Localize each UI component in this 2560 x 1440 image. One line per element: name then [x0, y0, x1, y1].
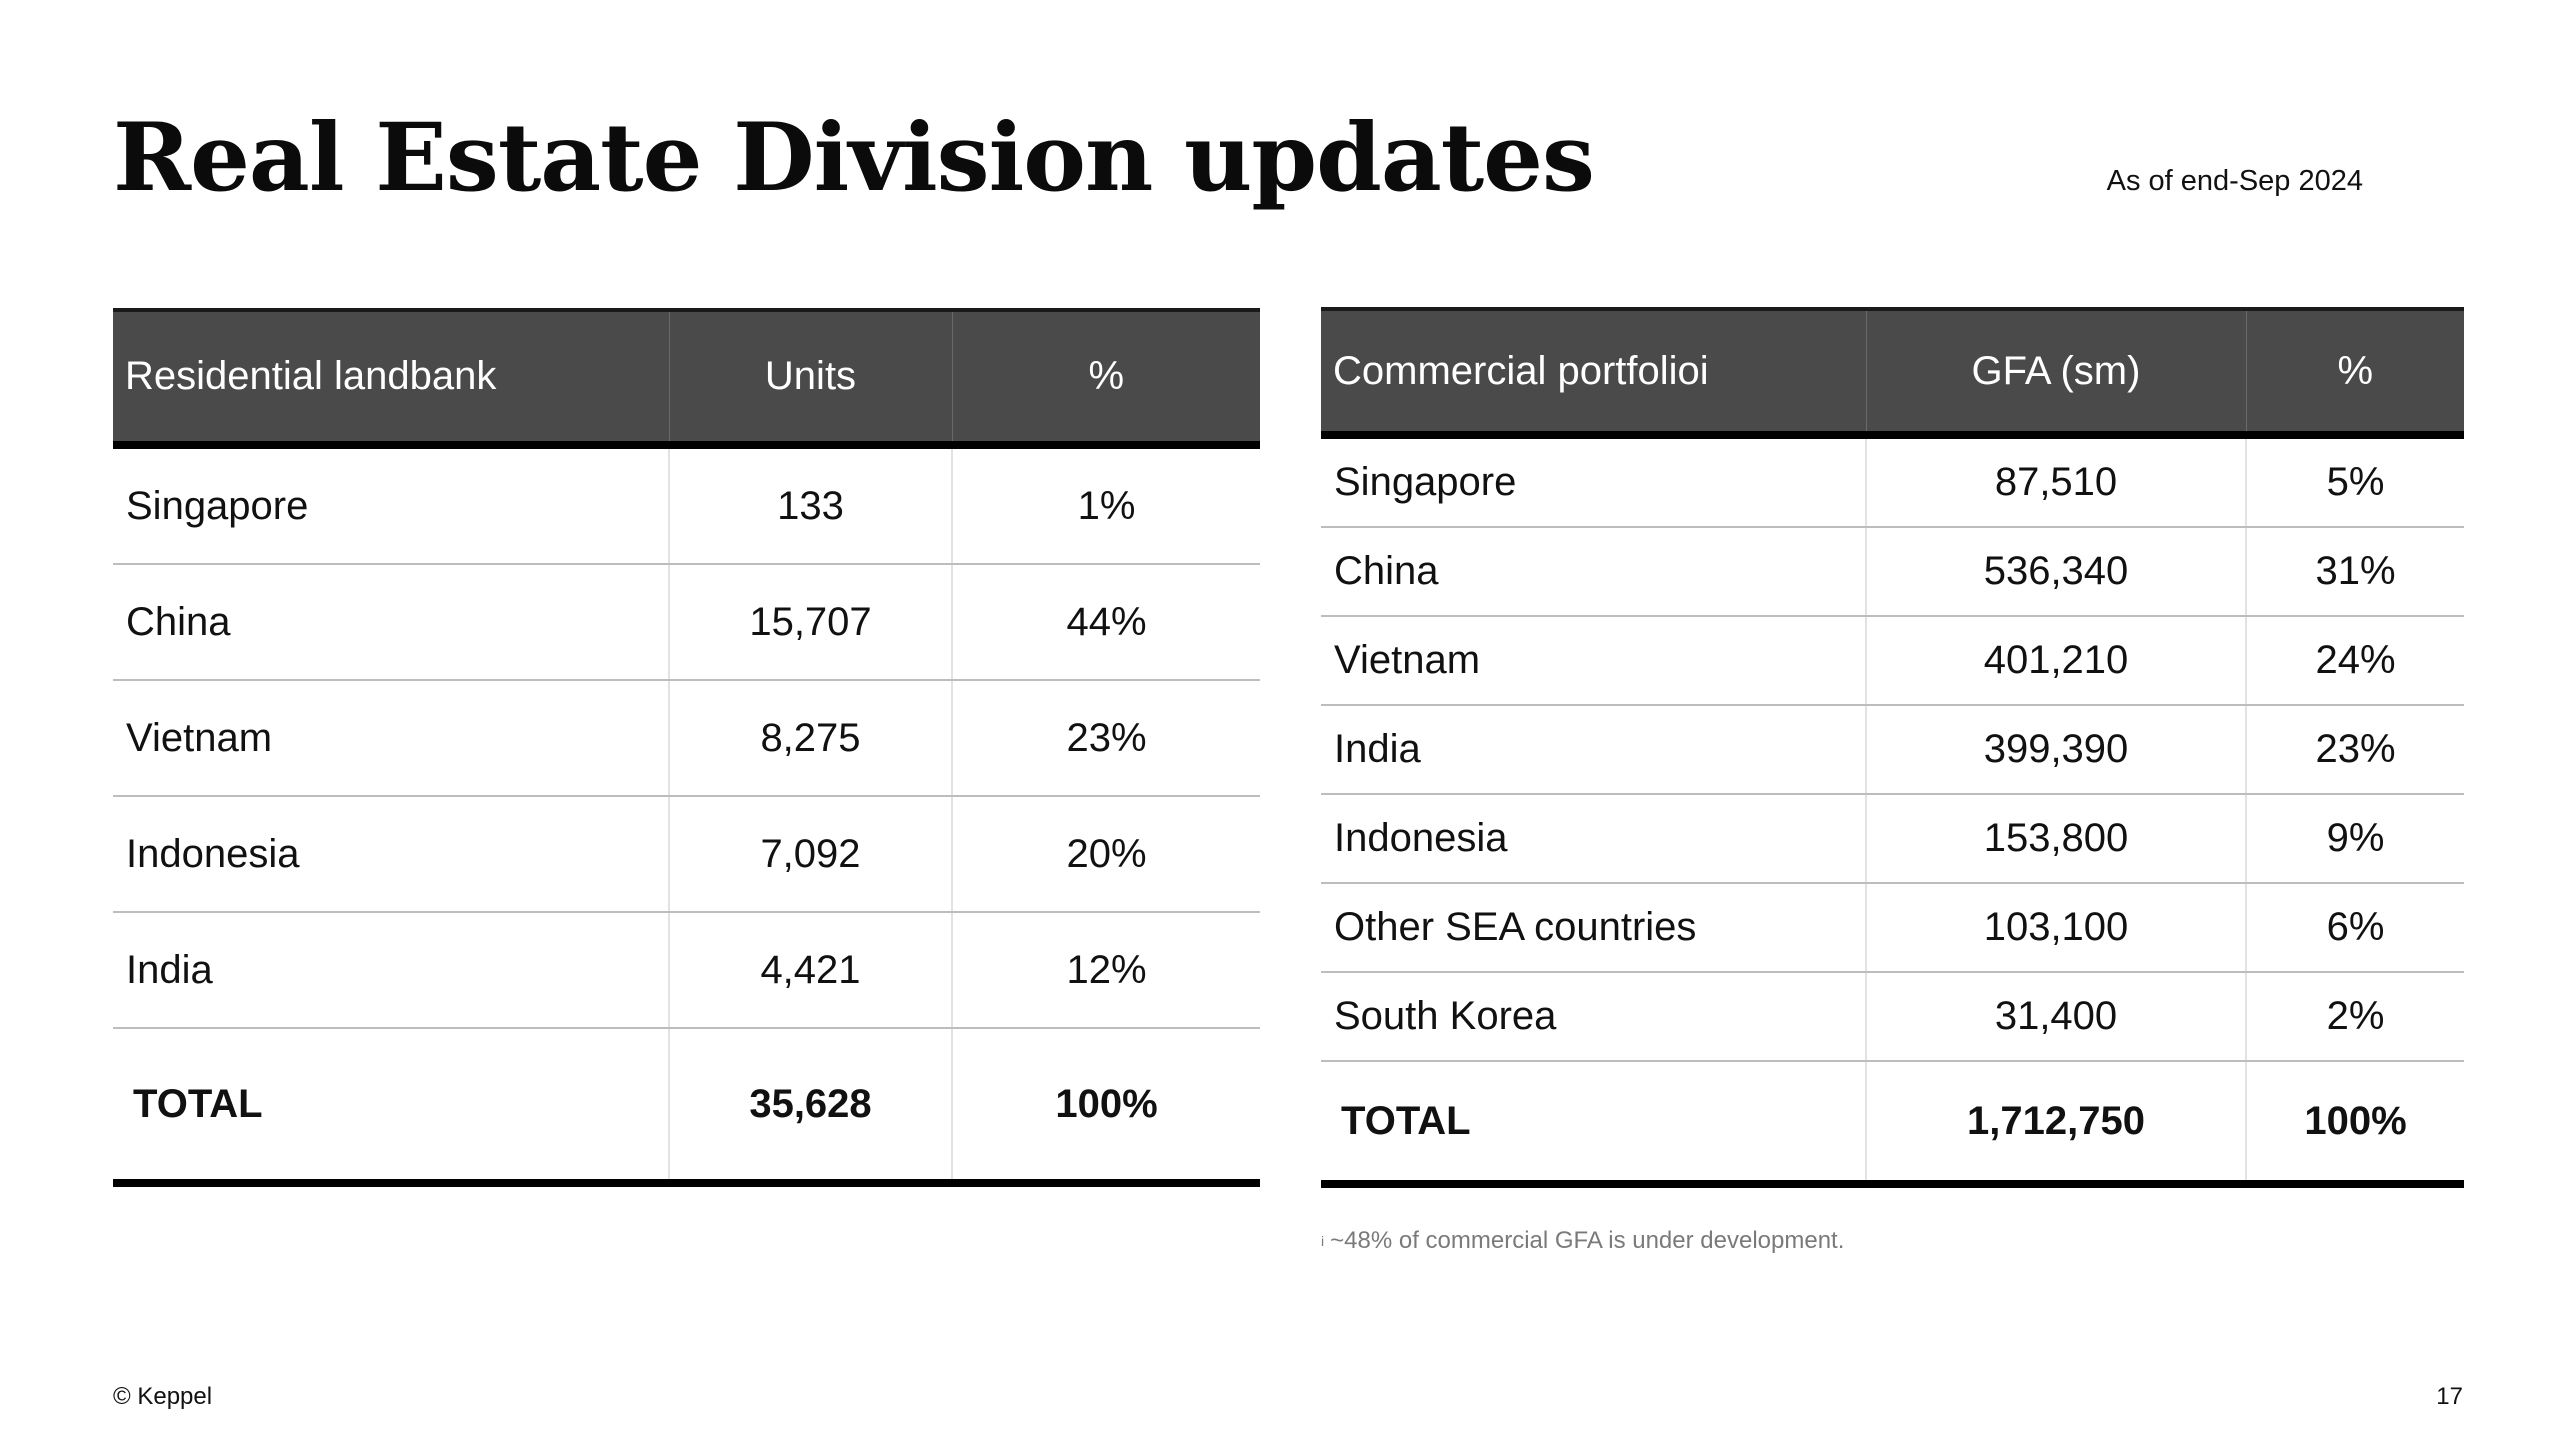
- row-units: 4,421: [668, 912, 952, 1029]
- row-percent: 31%: [2245, 527, 2464, 617]
- column-header-percent: %: [951, 308, 1260, 449]
- table-row: Indonesia 153,800 9%: [1321, 794, 2464, 884]
- column-header-percent: %: [2245, 307, 2464, 439]
- table-row: Vietnam 401,210 24%: [1321, 616, 2464, 706]
- row-percent: 12%: [951, 912, 1260, 1029]
- table-row: Vietnam 8,275 23%: [113, 680, 1260, 797]
- table-row: India 399,390 23%: [1321, 705, 2464, 795]
- commercial-portfolio-table: Commercial portfolioi GFA (sm) % Singapo…: [1321, 307, 2464, 1188]
- footnote: i ~48% of commercial GFA is under develop…: [1321, 1226, 1844, 1256]
- table-row: South Korea 31,400 2%: [1321, 972, 2464, 1062]
- as-of-date: As of end-Sep 2024: [2106, 165, 2363, 197]
- row-units: 8,275: [668, 680, 952, 797]
- table-header-row: Commercial portfolioi GFA (sm) %: [1321, 307, 2464, 439]
- row-region: Indonesia: [1321, 794, 1866, 884]
- column-header-region: Residential landbank: [113, 308, 669, 449]
- row-gfa: 31,400: [1865, 972, 2246, 1062]
- row-percent: 23%: [951, 680, 1260, 797]
- row-region: Vietnam: [1321, 616, 1866, 706]
- column-header-region: Commercial portfolioi: [1321, 307, 1866, 439]
- copyright: © Keppel: [113, 1383, 213, 1410]
- table-header-row: Residential landbank Units %: [113, 308, 1260, 449]
- row-units: 15,707: [668, 564, 952, 681]
- residential-landbank-table: Residential landbank Units % Singapore 1…: [113, 308, 1260, 1187]
- row-region: Singapore: [113, 445, 669, 565]
- table-row: Indonesia 7,092 20%: [113, 796, 1260, 913]
- row-region: Singapore: [1321, 435, 1866, 528]
- row-percent: 1%: [951, 445, 1260, 565]
- table-row: India 4,421 12%: [113, 912, 1260, 1029]
- footnote-text: ~48% of commercial GFA is under developm…: [1330, 1227, 1845, 1254]
- row-gfa: 153,800: [1865, 794, 2246, 884]
- table-row: China 536,340 31%: [1321, 527, 2464, 617]
- row-gfa: 399,390: [1865, 705, 2246, 795]
- table-row: Singapore 87,510 5%: [1321, 435, 2464, 528]
- row-percent: 23%: [2245, 705, 2464, 795]
- row-region: India: [113, 912, 669, 1029]
- column-header-units: Units: [668, 308, 952, 449]
- row-region: Other SEA countries: [1321, 883, 1866, 973]
- row-percent: 2%: [2245, 972, 2464, 1062]
- row-gfa: 87,510: [1865, 435, 2246, 528]
- row-region: South Korea: [1321, 972, 1866, 1062]
- row-percent: 24%: [2245, 616, 2464, 706]
- column-header-gfa: GFA (sm): [1865, 307, 2246, 439]
- row-percent: 6%: [2245, 883, 2464, 973]
- row-percent: 5%: [2245, 435, 2464, 528]
- total-row: TOTAL 1,712,750 100%: [1321, 1061, 2464, 1188]
- total-percent: 100%: [951, 1028, 1260, 1187]
- row-gfa: 103,100: [1865, 883, 2246, 973]
- total-units: 35,628: [668, 1028, 952, 1187]
- table-row: Singapore 133 1%: [113, 445, 1260, 565]
- total-label: TOTAL: [113, 1028, 669, 1187]
- total-row: TOTAL 35,628 100%: [113, 1028, 1260, 1187]
- row-percent: 20%: [951, 796, 1260, 913]
- column-header-label: Commercial portfolio: [1333, 348, 1700, 393]
- row-region: India: [1321, 705, 1866, 795]
- row-gfa: 536,340: [1865, 527, 2246, 617]
- row-percent: 9%: [2245, 794, 2464, 884]
- row-gfa: 401,210: [1865, 616, 2246, 706]
- table-row: China 15,707 44%: [113, 564, 1260, 681]
- row-units: 7,092: [668, 796, 952, 913]
- page-number: 17: [2436, 1383, 2463, 1410]
- table-row: Other SEA countries 103,100 6%: [1321, 883, 2464, 973]
- footnote-marker: i: [1699, 348, 1709, 393]
- row-region: China: [1321, 527, 1866, 617]
- row-region: Vietnam: [113, 680, 669, 797]
- page-title: Real Estate Division updates: [113, 103, 1595, 213]
- row-units: 133: [668, 445, 952, 565]
- footnote-marker: i: [1321, 1233, 1325, 1249]
- row-percent: 44%: [951, 564, 1260, 681]
- total-label: TOTAL: [1321, 1061, 1866, 1188]
- row-region: Indonesia: [113, 796, 669, 913]
- total-gfa: 1,712,750: [1865, 1061, 2246, 1188]
- row-region: China: [113, 564, 669, 681]
- total-percent: 100%: [2245, 1061, 2464, 1188]
